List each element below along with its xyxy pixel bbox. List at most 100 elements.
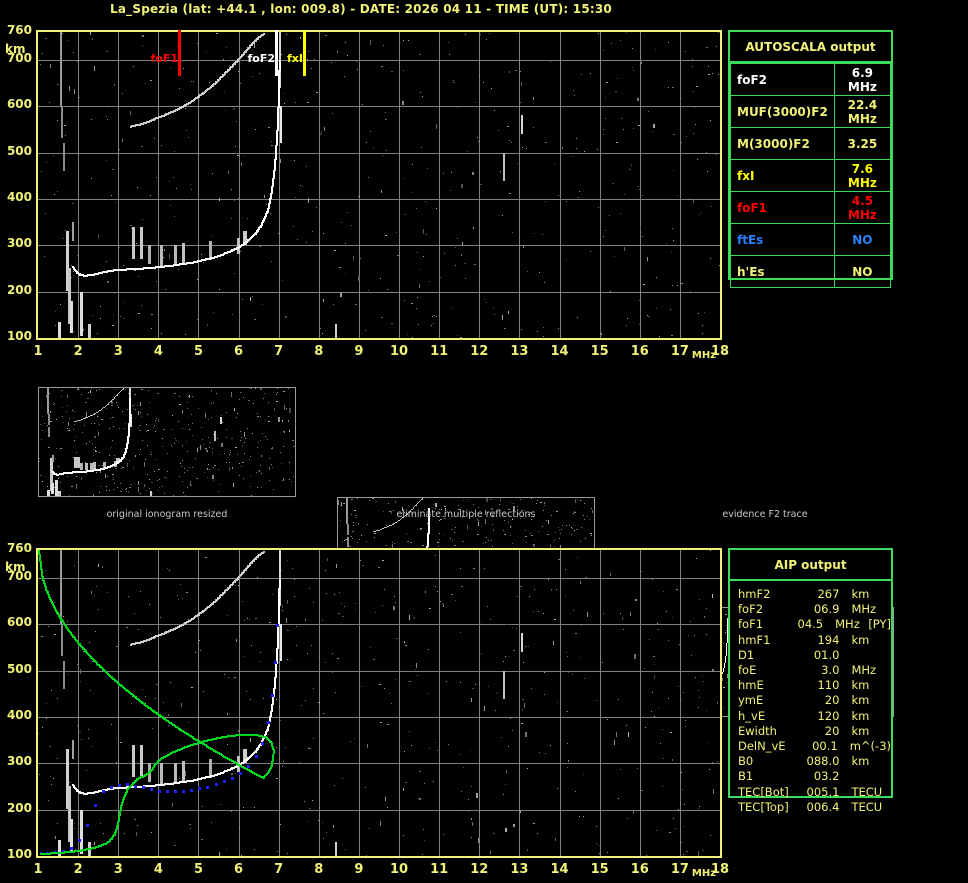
noise-pixel	[123, 265, 124, 266]
noise-pixel	[158, 490, 159, 491]
noise-pixel	[385, 119, 387, 120]
noise-pixel	[137, 825, 138, 826]
aip-unit: MHz	[835, 617, 860, 632]
trace-pixel	[270, 197, 272, 199]
noise-pixel	[670, 732, 672, 733]
noise-pixel	[158, 318, 159, 319]
noise-pixel	[299, 762, 300, 763]
noise-pixel	[174, 443, 175, 444]
trace-pixel	[242, 54, 244, 56]
trace-dot	[190, 789, 193, 792]
trace-pixel	[727, 638, 728, 639]
trace-pixel	[223, 736, 225, 738]
noise-pixel	[307, 821, 308, 822]
noise-pixel	[260, 725, 261, 726]
noise-pixel	[178, 599, 179, 600]
page-title: La_Spezia (lat: +44.1 , lon: 009.8) - DA…	[110, 2, 612, 16]
noise-pixel	[272, 56, 273, 59]
trace-pixel	[122, 457, 124, 459]
trace-pixel	[246, 49, 248, 51]
trace-pixel	[277, 110, 279, 112]
noise-pixel	[170, 682, 171, 683]
trace-pixel	[218, 597, 220, 599]
noise-pixel	[320, 328, 321, 329]
trace-pixel	[277, 635, 279, 637]
noise-pixel	[345, 273, 346, 274]
noise-pixel	[490, 851, 491, 854]
noise-pixel	[142, 219, 143, 220]
trace-pixel	[145, 774, 147, 776]
trace-pixel	[97, 846, 99, 848]
trace-pixel	[72, 851, 74, 853]
trace-pixel	[75, 850, 77, 852]
noise-pixel	[229, 454, 230, 455]
noise-pixel	[537, 833, 538, 834]
trace-pixel	[133, 782, 135, 784]
noise-pixel	[128, 491, 129, 493]
trace-pixel	[153, 637, 155, 639]
trace-pixel	[388, 526, 389, 527]
trace-pixel	[276, 143, 278, 145]
noise-pixel	[357, 542, 358, 543]
noise-pixel	[221, 443, 223, 447]
trace-pixel	[230, 735, 232, 737]
noise-pixel	[446, 681, 447, 682]
noise-pixel	[382, 560, 384, 561]
trace-pixel	[402, 517, 403, 518]
noise-pixel	[255, 129, 256, 130]
noise-pixel	[287, 659, 288, 660]
trace-pixel	[161, 757, 163, 759]
noise-pixel	[451, 308, 452, 309]
noise-pixel	[100, 470, 101, 473]
noise-pixel	[368, 290, 369, 291]
noise-pixel	[141, 146, 143, 147]
trace-pixel	[82, 419, 83, 420]
noise-pixel	[50, 64, 51, 68]
noise-pixel	[79, 97, 80, 98]
noise-pixel	[113, 479, 114, 480]
noise-pixel	[698, 808, 699, 809]
trace-pixel	[102, 844, 104, 846]
noise-pixel	[311, 645, 312, 646]
noise-pixel	[271, 464, 272, 465]
x-axis-unit: MHz	[691, 868, 717, 879]
thumbnail-original-ionogram[interactable]	[38, 387, 296, 497]
noise-pixel	[525, 732, 527, 737]
noise-pixel	[527, 271, 528, 272]
trace-pixel	[265, 213, 267, 215]
trace-pixel	[128, 429, 130, 431]
noise-pixel	[644, 668, 645, 669]
noise-pixel	[709, 769, 710, 770]
gridline-horizontal	[38, 624, 720, 625]
trace-pixel	[106, 405, 107, 406]
noise-pixel	[281, 54, 282, 55]
trace-pixel	[141, 776, 143, 778]
noise-pixel	[156, 177, 157, 178]
trace-pixel	[428, 525, 430, 527]
noise-pixel	[282, 420, 283, 421]
trace-pixel	[723, 670, 724, 671]
trace-pixel	[724, 665, 725, 666]
trace-pixel	[219, 77, 221, 79]
noise-pixel	[128, 596, 129, 597]
trace-pixel	[129, 418, 131, 420]
noise-pixel	[306, 242, 307, 243]
noise-pixel	[39, 458, 40, 459]
noise-pixel	[544, 505, 545, 506]
noise-pixel	[142, 810, 143, 811]
noise-pixel	[209, 447, 210, 448]
autoscala-param-name: foF1	[730, 191, 835, 224]
trace-pixel	[205, 740, 207, 742]
trace-pixel	[180, 625, 182, 627]
trace-pixel	[236, 734, 238, 736]
trace-pixel	[81, 849, 83, 851]
noise-pixel	[67, 621, 68, 622]
noise-pixel	[410, 542, 412, 543]
noise-pixel	[699, 599, 700, 600]
noise-pixel	[512, 543, 513, 544]
trace-pixel	[89, 416, 90, 417]
trace-pixel	[206, 740, 208, 742]
trace-pixel	[94, 414, 95, 415]
noise-pixel	[169, 254, 170, 259]
trace-pixel	[387, 526, 388, 527]
